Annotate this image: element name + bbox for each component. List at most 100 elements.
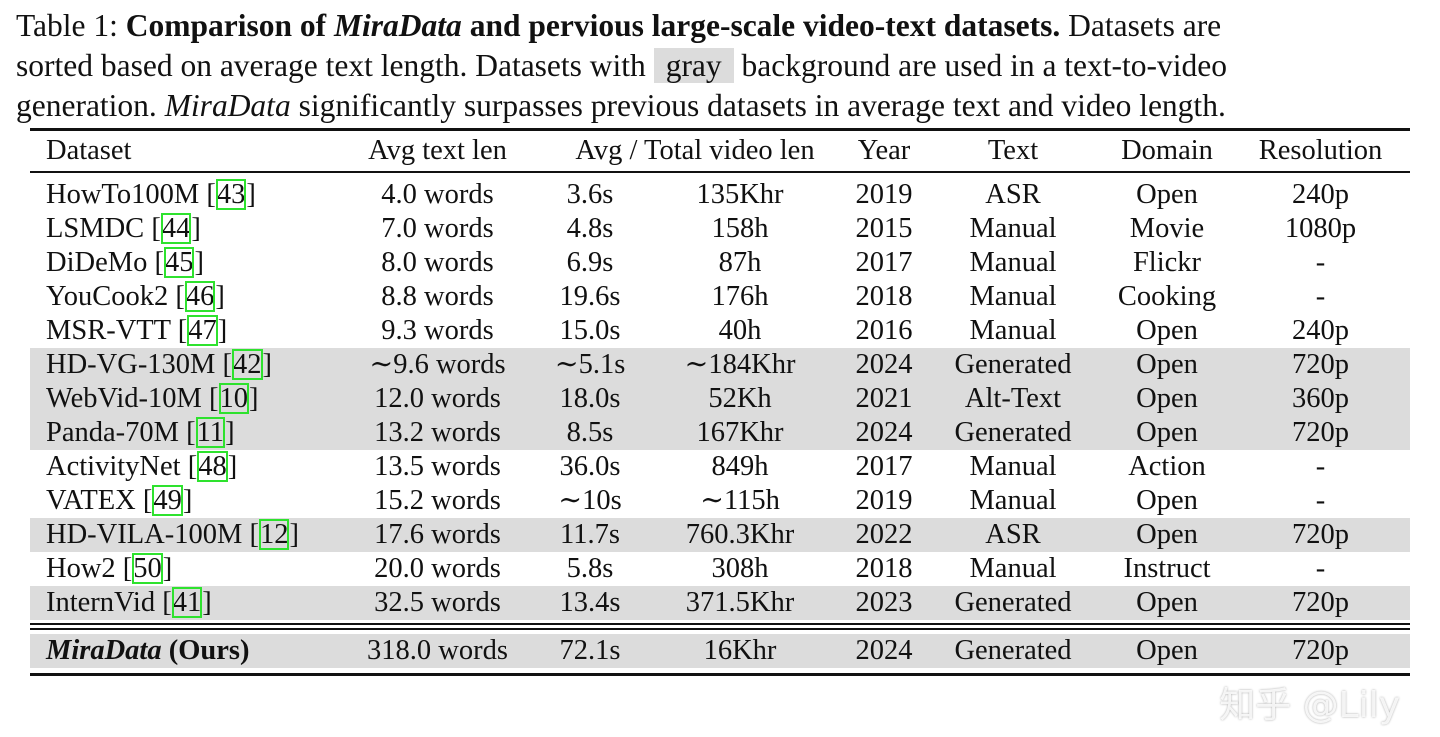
- cell-text-len: 9.3 words: [381, 315, 494, 346]
- cell-text: Generated: [954, 417, 1072, 448]
- cell-text: Manual: [969, 485, 1057, 516]
- cell-res: -: [1315, 553, 1326, 584]
- citation-link[interactable]: 10: [218, 383, 250, 414]
- citation-link[interactable]: 44: [160, 213, 192, 244]
- cell-res: 1080p: [1284, 213, 1357, 244]
- dataset-label: MSR-VTT: [46, 315, 171, 346]
- table-caption: Table 1: Comparison of MiraData and perv…: [16, 6, 1436, 126]
- dataset-name: LSMDC [44]: [46, 213, 201, 244]
- cell-total: 87h: [718, 247, 762, 278]
- watermark: 知乎 @Lily: [1219, 685, 1400, 726]
- caption-gray-highlight: gray: [653, 48, 734, 83]
- table-row: WebVid-10M [10] 12.0 words 18.0s 52Kh 2021 Al…: [30, 382, 1410, 416]
- cell-avg: 4.8s: [566, 213, 614, 244]
- cell-res: 720p: [1292, 519, 1349, 550]
- dataset-label: YouCook2: [46, 281, 169, 312]
- cell-domain: Action: [1128, 451, 1206, 482]
- cell-text: Generated: [954, 349, 1072, 380]
- cell-domain: Open: [1136, 485, 1198, 516]
- header-video-len: Avg / Total video len: [575, 135, 815, 166]
- cell-text: ASR: [985, 179, 1041, 210]
- citation-link[interactable]: 41: [171, 587, 203, 618]
- cell-total: ∼115h: [700, 485, 780, 516]
- dataset-label: ActivityNet: [46, 451, 181, 482]
- citation-link[interactable]: 12: [258, 519, 290, 550]
- citation-link[interactable]: 46: [184, 281, 216, 312]
- cell-text: Manual: [969, 315, 1057, 346]
- table-row: LSMDC [44] 7.0 words 4.8s 158h 2015 Manual Mov…: [30, 212, 1410, 246]
- citation-link[interactable]: 48: [197, 451, 228, 482]
- dataset-name: HD-VG-130M [42]: [46, 349, 273, 380]
- table-row: YouCook2 [46] 8.8 words 19.6s 176h 2018 Manua…: [30, 280, 1410, 314]
- dataset-name: How2 [50]: [46, 553, 173, 584]
- cell-avg: 11.7s: [560, 519, 620, 550]
- citation-link[interactable]: 42: [232, 349, 263, 380]
- cell-domain: Open: [1136, 635, 1198, 666]
- cell-res: 360p: [1292, 383, 1349, 414]
- header-text: Text: [987, 135, 1039, 166]
- table-row: ActivityNet [48] 13.5 words 36.0s 849h 2017 M…: [30, 450, 1410, 484]
- caption-text: sorted based on average text length. Dat…: [16, 48, 646, 83]
- citation-link[interactable]: 47: [187, 315, 218, 346]
- cell-avg: ∼10s: [558, 485, 622, 516]
- cell-text: Manual: [969, 451, 1057, 482]
- cell-avg: 19.6s: [559, 281, 621, 312]
- dataset-name: Panda-70M [11]: [46, 417, 235, 448]
- cell-total: 760.3Khr: [685, 519, 795, 550]
- cell-total: 849h: [711, 451, 769, 482]
- dataset-label: DiDeMo: [46, 247, 148, 278]
- dataset-label: How2: [46, 553, 116, 584]
- cell-text: Manual: [969, 553, 1057, 584]
- bottom-rule: [30, 673, 1410, 676]
- table-row: Panda-70M [11] 13.2 words 8.5s 167Khr 2024 Ge…: [30, 416, 1410, 450]
- cell-total: 40h: [718, 315, 762, 346]
- top-rule: [30, 128, 1410, 131]
- cell-year: 2017: [855, 247, 913, 278]
- citation-link[interactable]: 50: [132, 553, 163, 584]
- cell-text-len: ∼9.6 words: [369, 349, 506, 380]
- citation-link[interactable]: 49: [152, 485, 183, 516]
- table-row: VATEX [49] 15.2 words ∼10s ∼115h 2019 Manual O…: [30, 484, 1410, 518]
- cell-domain: Open: [1136, 587, 1198, 618]
- cell-text-len: 13.2 words: [374, 417, 501, 448]
- cell-year: 2017: [855, 451, 913, 482]
- cell-text: Generated: [954, 587, 1072, 618]
- caption-text: Datasets are: [1068, 8, 1222, 43]
- cell-total: 52Kh: [708, 383, 772, 414]
- cell-text: ASR: [985, 519, 1041, 550]
- header-row: Dataset Avg text len Avg / Total video l…: [30, 134, 1410, 168]
- dataset-label: InternVid: [46, 587, 156, 618]
- cell-avg: 5.8s: [566, 553, 614, 584]
- double-rule-bottom: [30, 628, 1410, 630]
- cell-year: 2015: [855, 213, 913, 244]
- cell-year: 2016: [855, 315, 913, 346]
- cell-year: 2019: [855, 179, 913, 210]
- header-resolution: Resolution: [1258, 135, 1383, 166]
- dataset-name: MSR-VTT [47]: [46, 315, 228, 346]
- cell-res: 240p: [1292, 179, 1349, 210]
- cell-domain: Instruct: [1123, 553, 1211, 584]
- cell-text-len: 318.0 words: [367, 635, 508, 666]
- cell-total: 176h: [711, 281, 769, 312]
- ours-suffix: (Ours): [168, 635, 250, 666]
- cell-text-len: 8.8 words: [381, 281, 494, 312]
- cell-avg: 3.6s: [566, 179, 614, 210]
- cell-text: Manual: [969, 281, 1057, 312]
- cell-year: 2022: [855, 519, 913, 550]
- table-row: How2 [50] 20.0 words 5.8s 308h 2018 Manual Ins…: [30, 552, 1410, 586]
- cell-domain: Open: [1136, 383, 1198, 414]
- cell-domain: Open: [1136, 417, 1198, 448]
- cell-avg-len: 72.1s: [559, 635, 621, 666]
- cell-res: -: [1315, 485, 1326, 516]
- cell-text: Manual: [969, 247, 1057, 278]
- cell-total: 371.5Khr: [685, 587, 795, 618]
- caption-italic: MiraData: [164, 88, 291, 123]
- cell-domain: Flickr: [1132, 247, 1202, 278]
- cell-text: Alt-Text: [964, 383, 1062, 414]
- dataset-label: WebVid-10M: [46, 383, 202, 414]
- citation-link[interactable]: 11: [195, 417, 226, 448]
- cell-year: 2018: [855, 281, 913, 312]
- citation-link[interactable]: 45: [163, 247, 195, 278]
- citation-link[interactable]: 43: [215, 179, 247, 210]
- cell-domain: Cooking: [1117, 281, 1217, 312]
